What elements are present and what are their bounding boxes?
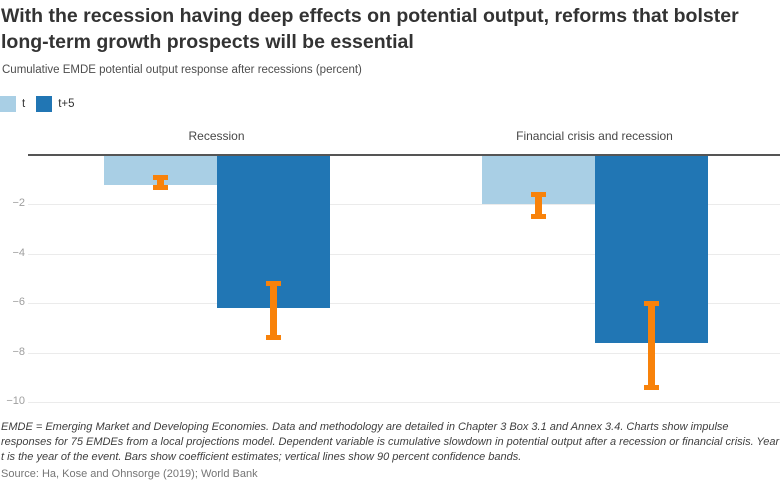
x-axis-zero-line xyxy=(28,154,780,156)
y-axis-tick-label: −2 xyxy=(12,197,25,210)
legend-label-t5: t+5 xyxy=(58,98,75,110)
error-bar-line-t-0 xyxy=(156,174,164,190)
category-label-recession: Recession xyxy=(188,129,245,143)
chart-source: Source: Ha, Kose and Ohnsorge (2019); Wo… xyxy=(1,468,258,480)
error-bar-cap-bottom-t+5-1 xyxy=(643,384,659,390)
legend-label-t: t xyxy=(22,98,26,110)
legend-swatch-t5 xyxy=(36,96,53,112)
error-bar-cap-top-t-0 xyxy=(152,174,168,180)
error-bar-cap-bottom-t-0 xyxy=(152,184,168,190)
category-label-financial-crisis: Financial crisis and recession xyxy=(516,129,673,143)
chart-footnote: EMDE = Emerging Market and Developing Ec… xyxy=(1,421,780,463)
error-bar-line-t+5-1 xyxy=(647,300,655,390)
y-axis-tick-label: −4 xyxy=(12,246,25,259)
legend-item-t: t xyxy=(0,96,25,112)
legend-item-t5: t+5 xyxy=(36,96,75,112)
error-bar-cap-bottom-t-1 xyxy=(530,214,546,220)
y-axis-tick-label: −8 xyxy=(12,345,25,358)
gridline--6 xyxy=(28,303,780,305)
y-axis-tick-label: −10 xyxy=(6,395,25,407)
legend-swatch-t xyxy=(0,96,16,112)
error-bar-cap-bottom-t+5-0 xyxy=(265,335,281,341)
gridline--8 xyxy=(28,352,780,354)
error-bar-cap-top-t+5-1 xyxy=(643,300,659,306)
error-bar-line-t-1 xyxy=(534,192,542,220)
chart-subtitle: Cumulative EMDE potential output respons… xyxy=(2,64,362,76)
legend: t t+5 xyxy=(0,96,86,112)
gridline--4 xyxy=(28,253,780,255)
error-bar-cap-top-t+5-0 xyxy=(265,280,281,286)
gridline--10 xyxy=(28,402,780,403)
gridline--2 xyxy=(28,204,780,206)
error-bar-line-t+5-0 xyxy=(269,280,277,341)
page-title: With the recession having deep effects o… xyxy=(1,5,739,53)
y-axis-tick-label: −6 xyxy=(12,296,25,309)
error-bar-cap-top-t-1 xyxy=(530,192,546,198)
